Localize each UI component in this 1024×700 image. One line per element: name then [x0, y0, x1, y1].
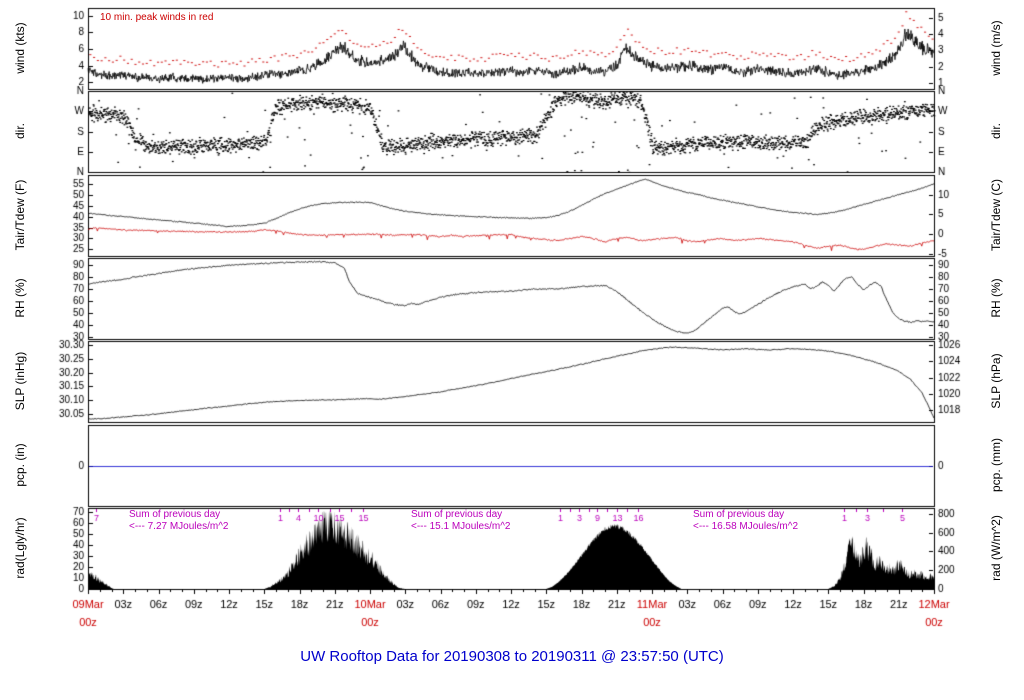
- chart-title: UW Rooftop Data for 20190308 to 20190311…: [300, 648, 724, 665]
- axis-label-temp-f: Tair/Tdew (F): [13, 179, 27, 251]
- axis-label-pcp-mm: pcp. (mm): [989, 438, 1003, 492]
- rad-sum-day2-line1: Sum of previous day: [411, 509, 503, 520]
- rad-sum-day2-line2: <--- 15.1 MJoules/m^2: [411, 521, 511, 532]
- axis-label-temp-c: Tair/Tdew (C): [989, 178, 1003, 252]
- rad-sum-day1-line2: <--- 7.27 MJoules/m^2: [129, 521, 229, 532]
- axis-label-slp-hpa: SLP (hPa): [989, 353, 1003, 409]
- rad-sum-day3-line2: <--- 16.58 MJoules/m^2: [693, 521, 799, 532]
- axis-label-rad-lyhr: rad(Lgly/hr): [13, 517, 27, 579]
- axis-label-rh-right: RH (%): [989, 278, 1003, 318]
- axis-label-wind-kts: wind (kts): [13, 22, 27, 74]
- axis-label-dir-right: dir.: [989, 122, 1003, 140]
- wind-peak-note: 10 min. peak winds in red: [100, 12, 214, 23]
- axis-label-rh-left: RH (%): [13, 278, 27, 318]
- axis-label-slp-inhg: SLP (inHg): [13, 351, 27, 411]
- rad-sum-annotation-day1: Sum of previous day <--- 7.27 MJoules/m^…: [129, 509, 228, 533]
- axis-label-pcp-in: pcp. (in): [13, 443, 27, 487]
- axis-label-rad-wm2: rad (W/m^2): [989, 515, 1003, 581]
- rad-sum-annotation-day3: Sum of previous day <--- 16.58 MJoules/m…: [693, 509, 798, 533]
- axis-label-wind-ms: wind (m/s): [989, 20, 1003, 76]
- rad-sum-day3-line1: Sum of previous day: [693, 509, 785, 520]
- rad-sum-day1-line1: Sum of previous day: [129, 509, 221, 520]
- rad-sum-annotation-day2: Sum of previous day <--- 15.1 MJoules/m^…: [411, 509, 510, 533]
- axis-label-dir-left: dir.: [13, 122, 27, 140]
